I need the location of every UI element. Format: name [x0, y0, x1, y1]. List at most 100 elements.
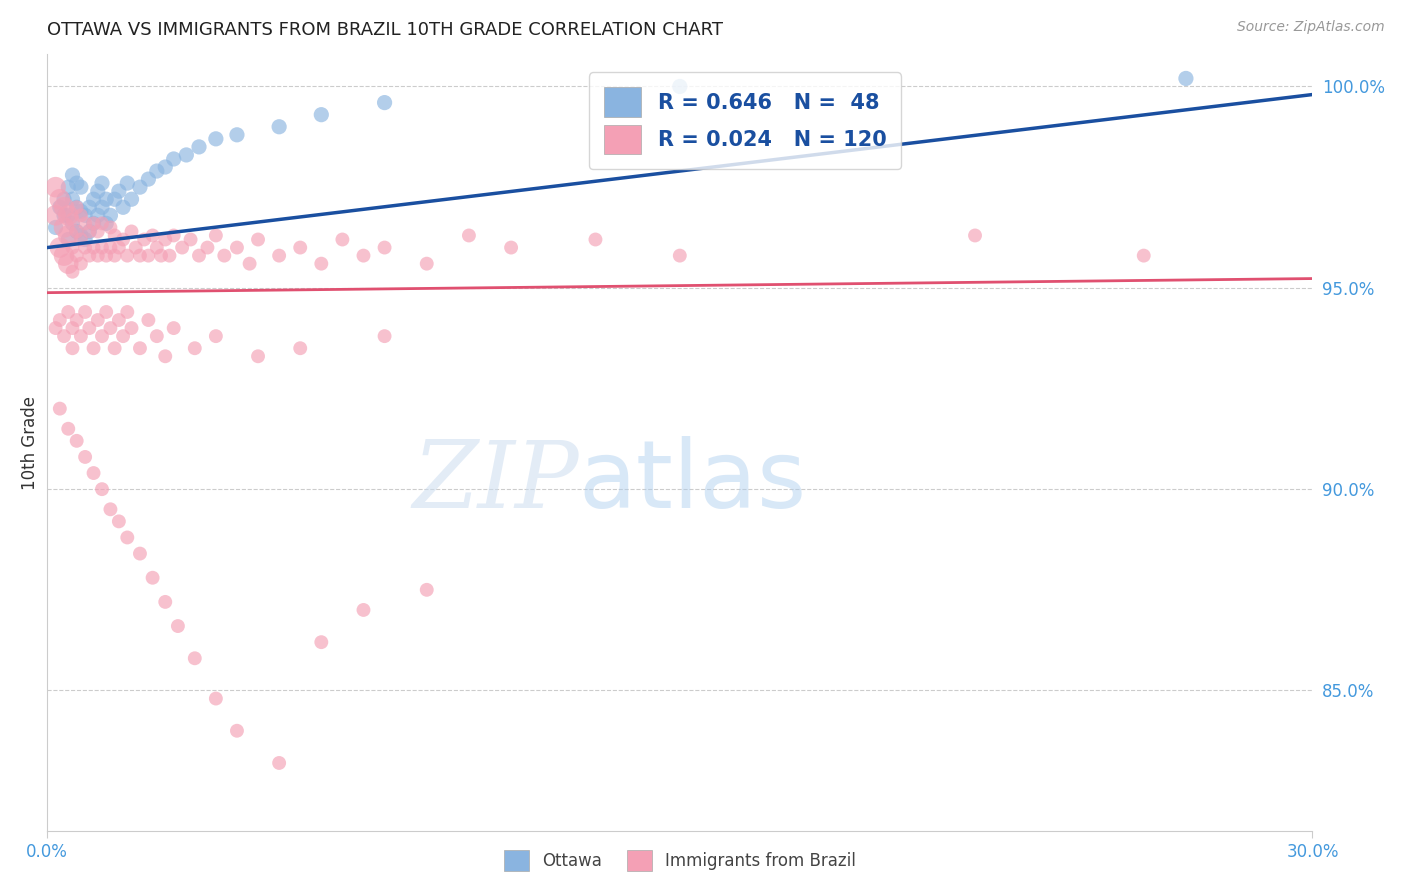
Point [70, 180, 93, 194]
Point [58, 305, 80, 319]
Point [188, 140, 211, 154]
Point [49, 200, 72, 214]
Point [83, 216, 105, 230]
Point [79, 224, 101, 238]
Point [49, 241, 72, 255]
Point [62, 341, 84, 355]
Point [96, 305, 118, 319]
Point [45, 180, 67, 194]
Point [75, 450, 97, 464]
Point [121, 321, 143, 335]
Point [146, 164, 169, 178]
Point [108, 241, 131, 255]
Point [159, 249, 181, 263]
Point [87, 184, 110, 198]
Point [66, 224, 89, 238]
Point [58, 180, 80, 194]
Point [79, 321, 101, 335]
Point [70, 329, 93, 343]
Point [66, 224, 89, 238]
Point [146, 241, 169, 255]
Point [247, 349, 270, 363]
Point [163, 228, 186, 243]
Point [155, 233, 177, 247]
Point [53, 249, 76, 263]
Point [138, 313, 160, 327]
Point [70, 228, 93, 243]
Point [311, 635, 333, 649]
Point [226, 241, 249, 255]
Point [1174, 71, 1197, 86]
Point [669, 249, 692, 263]
Point [53, 329, 76, 343]
Point [112, 233, 135, 247]
Point [79, 224, 101, 238]
Point [75, 233, 97, 247]
Point [70, 208, 93, 222]
Point [104, 228, 127, 243]
Point [129, 180, 152, 194]
Point [117, 249, 139, 263]
Point [104, 192, 127, 206]
Point [205, 228, 228, 243]
Point [70, 257, 93, 271]
Point [188, 249, 211, 263]
Point [75, 241, 97, 255]
Point [87, 249, 110, 263]
Point [58, 233, 80, 247]
Text: Source: ZipAtlas.com: Source: ZipAtlas.com [1237, 20, 1385, 34]
Point [239, 257, 262, 271]
Point [87, 208, 110, 222]
Point [167, 619, 190, 633]
Point [100, 220, 122, 235]
Point [117, 531, 139, 545]
Point [501, 241, 523, 255]
Point [87, 313, 110, 327]
Point [91, 200, 114, 214]
Point [62, 265, 84, 279]
Text: OTTAWA VS IMMIGRANTS FROM BRAZIL 10TH GRADE CORRELATION CHART: OTTAWA VS IMMIGRANTS FROM BRAZIL 10TH GR… [48, 21, 723, 39]
Point [100, 241, 122, 255]
Point [290, 341, 312, 355]
Point [70, 233, 93, 247]
Point [66, 434, 89, 448]
Point [129, 249, 152, 263]
Point [75, 305, 97, 319]
Legend: Ottawa, Immigrants from Brazil: Ottawa, Immigrants from Brazil [496, 844, 863, 878]
Point [311, 257, 333, 271]
Point [374, 95, 396, 110]
Point [49, 192, 72, 206]
Point [269, 756, 291, 770]
Point [226, 128, 249, 142]
Point [53, 220, 76, 235]
Point [205, 132, 228, 146]
Point [83, 192, 105, 206]
Point [75, 208, 97, 222]
Point [66, 249, 89, 263]
Point [172, 241, 194, 255]
Point [104, 341, 127, 355]
Point [66, 200, 89, 214]
Point [129, 341, 152, 355]
Point [332, 233, 354, 247]
Point [49, 313, 72, 327]
Point [963, 228, 986, 243]
Point [66, 200, 89, 214]
Point [100, 208, 122, 222]
Point [91, 241, 114, 255]
Point [45, 321, 67, 335]
Point [96, 216, 118, 230]
Point [353, 249, 375, 263]
Y-axis label: 10th Grade: 10th Grade [21, 396, 39, 490]
Text: ZIP: ZIP [412, 437, 579, 526]
Point [458, 228, 481, 243]
Point [585, 233, 607, 247]
Point [58, 257, 80, 271]
Point [214, 249, 236, 263]
Point [176, 148, 198, 162]
Point [91, 176, 114, 190]
Point [155, 160, 177, 174]
Point [108, 514, 131, 528]
Point [125, 241, 148, 255]
Point [62, 241, 84, 255]
